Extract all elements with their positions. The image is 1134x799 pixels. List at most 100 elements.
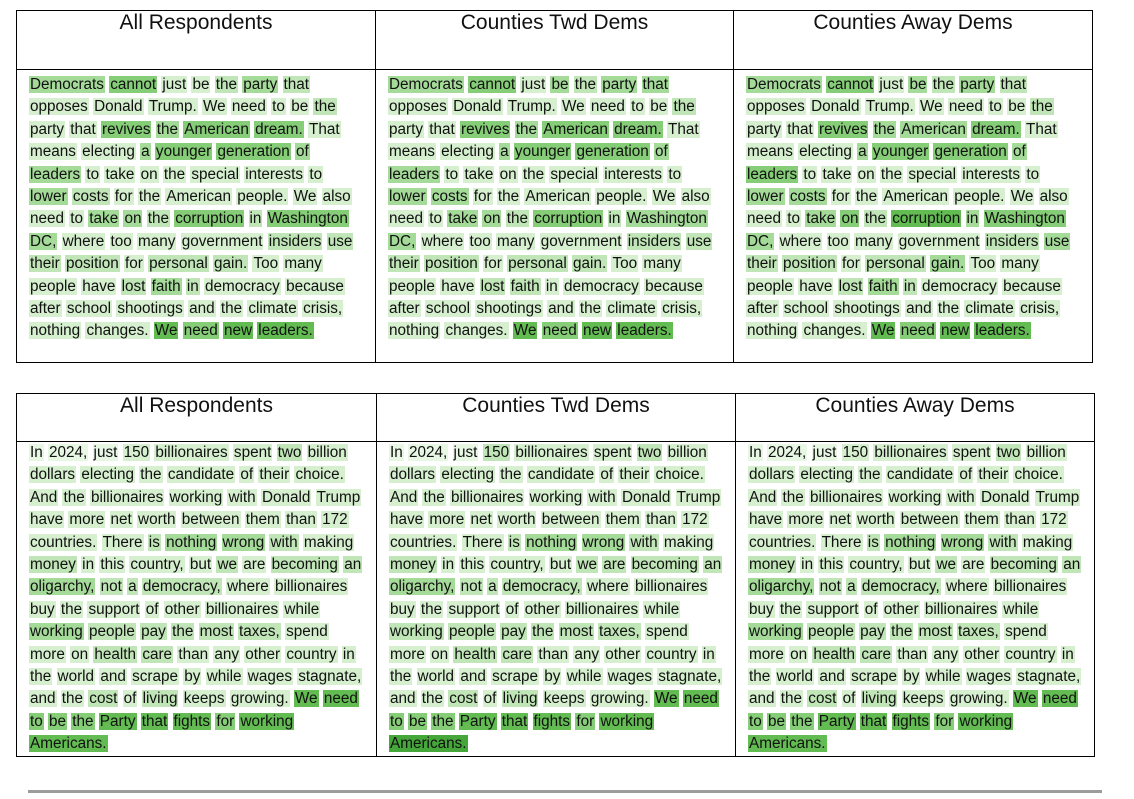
highlighted-word: American [183, 120, 250, 138]
highlighted-word: them [604, 511, 641, 529]
highlighted-word: for [124, 255, 144, 273]
highlighted-word: new [581, 322, 613, 340]
highlighted-word: wrong [581, 533, 626, 551]
highlighted-word: and [188, 300, 216, 318]
highlighted-word: leaders. [616, 322, 673, 340]
highlighted-word: crisis, [302, 300, 344, 318]
highlighted-word: to [29, 712, 44, 730]
highlighted-word: on [789, 645, 809, 663]
highlighted-word: oligarchy, [748, 578, 815, 596]
highlighted-word: billion [306, 444, 348, 461]
highlighted-word: choice. [654, 466, 705, 484]
highlighted-word: a [857, 143, 868, 161]
heatmap-cell-counties-away-dems: In 2024, just 150 billionaires spent two… [735, 441, 1095, 757]
highlighted-word: Donald [979, 488, 1031, 506]
highlighted-word: pay [140, 623, 167, 641]
highlighted-word: we [576, 556, 598, 574]
highlighted-word: just [811, 444, 838, 461]
highlighted-word: generation [216, 143, 291, 161]
highlighted-word: growing. [229, 690, 290, 708]
highlighted-word: to [444, 165, 460, 183]
highlighted-word: with [988, 533, 1018, 551]
highlighted-word: to [1025, 165, 1041, 183]
highlighted-word: shootings [116, 300, 184, 318]
highlighted-word: faith [867, 277, 899, 295]
highlighted-word: a [127, 578, 138, 596]
highlighted-word: changes. [444, 322, 509, 340]
column-header-counties-twd-dems: Counties Twd Dems [376, 393, 736, 442]
highlighted-word: the [578, 300, 603, 318]
highlighted-word: just [520, 76, 547, 93]
highlighted-word: the [155, 120, 179, 138]
highlighted-word: also [1038, 188, 1069, 206]
highlighted-word: faith [509, 277, 541, 295]
highlighted-word: of [239, 466, 255, 484]
highlighted-word: working [168, 488, 224, 506]
highlighted-word: the [748, 668, 772, 686]
highlighted-word: interests [961, 165, 1022, 183]
highlighted-word: We [512, 322, 538, 340]
footer-rule [28, 790, 1102, 793]
highlighted-word: and [99, 668, 127, 686]
highlighted-word: the [139, 466, 163, 484]
highlighted-word: working [29, 623, 84, 641]
highlighted-word: the [858, 466, 882, 484]
highlighted-word: while [565, 668, 603, 686]
highlighted-word: the [672, 98, 696, 116]
highlighted-word: working [748, 623, 803, 641]
highlighted-word: party [242, 76, 279, 93]
highlighted-word: on [70, 645, 90, 663]
highlighted-word: any [932, 645, 960, 663]
body-row: In 2024, just 150 billionaires spent two… [16, 441, 1095, 757]
highlighted-word: be [48, 712, 68, 730]
highlighted-word: scrape [131, 668, 180, 686]
highlighted-word: people. [595, 188, 648, 206]
highlighted-word: becoming [630, 556, 699, 574]
highlighted-word: an [343, 556, 363, 574]
highlighted-word: use [326, 232, 354, 250]
highlighted-word: That [307, 120, 341, 138]
highlighted-word: to [389, 712, 404, 730]
highlighted-word: special [190, 165, 241, 183]
highlighted-word: any [213, 645, 241, 663]
highlighted-word: and [389, 690, 417, 708]
highlighted-word: lower [746, 188, 785, 206]
highlighted-word: working [887, 488, 943, 506]
highlighted-word: In [389, 444, 404, 461]
highlighted-paragraph: In 2024, just 150 billionaires spent two… [748, 442, 1082, 756]
highlighted-word: by [543, 668, 562, 686]
highlighted-word: in [607, 210, 622, 228]
highlighted-word: an [703, 556, 723, 574]
highlighted-word: spend [1004, 623, 1048, 641]
highlighted-word: most [198, 623, 234, 641]
highlighted-word: revives [818, 120, 869, 138]
highlighted-word: nothing [388, 322, 441, 340]
highlighted-word: government [539, 232, 623, 250]
highlighted-word: climate [606, 300, 657, 318]
highlighted-word: cannot [109, 76, 158, 93]
highlighted-word: more [428, 511, 466, 529]
highlighted-word: spent [232, 444, 273, 461]
highlighted-word: party [29, 120, 66, 138]
highlighted-word: other [604, 645, 642, 663]
highlighted-word: people. [953, 188, 1006, 206]
highlighted-word: growing. [589, 690, 650, 708]
highlighted-word: government [897, 232, 981, 250]
highlighted-word: world [56, 668, 96, 686]
highlighted-word: while [1002, 600, 1040, 618]
highlighted-word: an [1062, 556, 1082, 574]
highlighted-word: We [1009, 188, 1035, 206]
highlighted-word: Washington [625, 210, 708, 228]
highlighted-word: of [654, 143, 669, 161]
highlighted-word: taxes, [957, 623, 1000, 641]
highlighted-word: government [180, 232, 264, 250]
highlighted-word: health [93, 645, 138, 663]
highlighted-word: interests [244, 165, 305, 183]
highlighted-word: the [29, 668, 53, 686]
highlighted-word: American [542, 120, 609, 138]
highlighted-word: lower [29, 188, 68, 206]
highlighted-word: the [879, 165, 904, 183]
highlighted-word: also [680, 188, 711, 206]
highlighted-word: the [171, 623, 195, 641]
highlighted-word: buy [748, 600, 775, 618]
